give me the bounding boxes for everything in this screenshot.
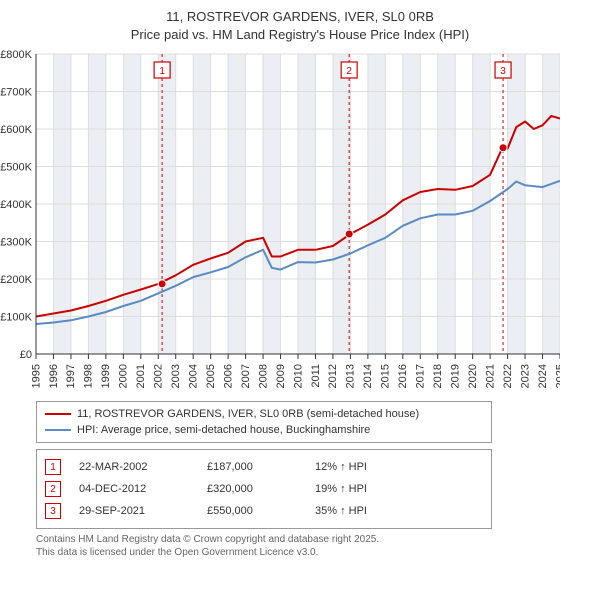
svg-text:2001: 2001	[135, 364, 147, 388]
sale-marker-icon: 1	[45, 459, 61, 475]
sale-date: 22-MAR-2002	[79, 461, 189, 473]
legend-swatch	[45, 413, 71, 415]
svg-text:2019: 2019	[450, 364, 462, 388]
sale-row: 1 22-MAR-2002 £187,000 12% ↑ HPI	[45, 456, 483, 478]
svg-text:£400K: £400K	[0, 199, 32, 211]
svg-text:2023: 2023	[519, 364, 531, 388]
svg-text:1998: 1998	[83, 364, 95, 388]
attribution-line2: This data is licensed under the Open Gov…	[36, 546, 590, 559]
svg-text:1995: 1995	[30, 364, 42, 388]
legend-row: HPI: Average price, semi-detached house,…	[45, 422, 483, 438]
svg-text:2011: 2011	[310, 364, 322, 388]
sale-hpi-delta: 35% ↑ HPI	[315, 505, 425, 517]
svg-text:2013: 2013	[345, 364, 357, 388]
svg-text:1997: 1997	[65, 364, 77, 388]
sales-table: 1 22-MAR-2002 £187,000 12% ↑ HPI 2 04-DEC-201…	[36, 449, 492, 529]
sale-row: 3 29-SEP-2021 £550,000 35% ↑ HPI	[45, 500, 483, 522]
sale-hpi-delta: 19% ↑ HPI	[315, 483, 425, 495]
svg-text:£0: £0	[20, 349, 32, 361]
svg-text:2017: 2017	[415, 364, 427, 388]
svg-text:2004: 2004	[187, 364, 199, 388]
svg-text:2000: 2000	[118, 364, 130, 388]
svg-text:2006: 2006	[222, 364, 234, 388]
legend-row: 11, ROSTREVOR GARDENS, IVER, SL0 0RB (se…	[45, 406, 483, 422]
attribution-line1: Contains HM Land Registry data © Crown c…	[36, 533, 590, 546]
attribution: Contains HM Land Registry data © Crown c…	[36, 533, 590, 559]
svg-text:1: 1	[159, 66, 165, 77]
sale-hpi-delta: 12% ↑ HPI	[315, 461, 425, 473]
sale-price: £187,000	[207, 461, 297, 473]
svg-text:£500K: £500K	[0, 162, 32, 174]
svg-text:2016: 2016	[397, 364, 409, 388]
svg-text:£100K: £100K	[0, 312, 32, 324]
svg-text:2024: 2024	[537, 364, 549, 388]
svg-text:2009: 2009	[275, 364, 287, 388]
svg-text:2020: 2020	[467, 364, 479, 388]
svg-text:1999: 1999	[100, 364, 112, 388]
svg-text:2008: 2008	[257, 364, 269, 388]
svg-text:£800K: £800K	[0, 50, 32, 61]
legend: 11, ROSTREVOR GARDENS, IVER, SL0 0RB (se…	[36, 401, 492, 443]
legend-label: HPI: Average price, semi-detached house,…	[77, 424, 370, 436]
svg-text:£700K: £700K	[0, 87, 32, 99]
svg-text:£600K: £600K	[0, 124, 32, 136]
svg-text:2012: 2012	[327, 364, 339, 388]
svg-text:2: 2	[346, 66, 352, 77]
sale-price: £550,000	[207, 505, 297, 517]
sale-marker-icon: 3	[45, 503, 61, 519]
legend-label: 11, ROSTREVOR GARDENS, IVER, SL0 0RB (se…	[77, 408, 419, 420]
svg-text:2021: 2021	[484, 364, 496, 388]
svg-text:£300K: £300K	[0, 237, 32, 249]
svg-text:£200K: £200K	[0, 274, 32, 286]
svg-text:2003: 2003	[170, 364, 182, 388]
svg-text:2025: 2025	[554, 364, 560, 388]
svg-text:2014: 2014	[362, 364, 374, 388]
sale-date: 04-DEC-2012	[79, 483, 189, 495]
svg-text:2015: 2015	[380, 364, 392, 388]
sale-price: £320,000	[207, 483, 297, 495]
sale-date: 29-SEP-2021	[79, 505, 189, 517]
svg-text:2010: 2010	[292, 364, 304, 388]
svg-text:1996: 1996	[48, 364, 60, 388]
svg-text:2022: 2022	[502, 364, 514, 388]
svg-text:2002: 2002	[153, 364, 165, 388]
svg-text:2007: 2007	[240, 364, 252, 388]
legend-swatch	[45, 429, 71, 431]
chart-title: 11, ROSTREVOR GARDENS, IVER, SL0 0RB Pri…	[0, 8, 600, 44]
svg-text:2018: 2018	[432, 364, 444, 388]
chart-svg: £0 £100K £200K £300K £400K £500K £600K £700K £80…	[0, 50, 560, 395]
svg-text:2005: 2005	[205, 364, 217, 388]
hpi-chart-card: 11, ROSTREVOR GARDENS, IVER, SL0 0RB Pri…	[0, 0, 600, 590]
title-subtitle: Price paid vs. HM Land Registry's House …	[0, 26, 600, 44]
sale-row: 2 04-DEC-2012 £320,000 19% ↑ HPI	[45, 478, 483, 500]
sale-marker-icon: 2	[45, 481, 61, 497]
plot-area: £0 £100K £200K £300K £400K £500K £600K £700K £80…	[0, 50, 600, 395]
svg-text:3: 3	[500, 66, 506, 77]
title-address: 11, ROSTREVOR GARDENS, IVER, SL0 0RB	[0, 8, 600, 26]
